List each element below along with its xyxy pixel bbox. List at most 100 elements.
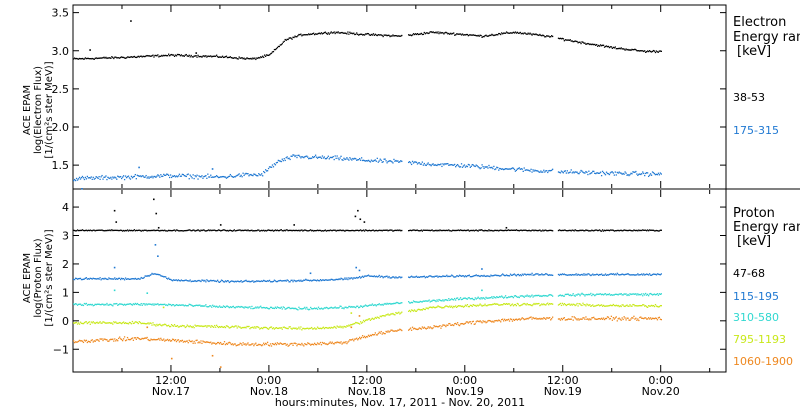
electron-point	[359, 33, 361, 36]
proton-point	[331, 278, 333, 281]
proton-point	[350, 323, 352, 326]
electron-point	[498, 32, 500, 35]
electron-point	[180, 175, 183, 177]
proton-point	[492, 303, 494, 305]
electron-point	[196, 174, 198, 176]
proton-point	[534, 303, 536, 306]
proton-point	[318, 280, 321, 282]
proton-point	[212, 279, 214, 282]
proton-point	[160, 337, 162, 340]
proton-point	[566, 304, 568, 306]
proton-point	[371, 229, 374, 231]
proton-point	[622, 294, 624, 296]
proton-point	[311, 308, 313, 310]
proton-point	[112, 278, 114, 280]
proton-point	[254, 343, 256, 345]
proton-point	[342, 342, 344, 344]
proton-point	[362, 305, 365, 307]
proton-point	[75, 230, 78, 232]
proton-point	[260, 327, 262, 330]
electron-point	[485, 34, 487, 36]
proton-point	[291, 328, 293, 330]
proton-point	[322, 308, 325, 310]
proton-point	[170, 357, 173, 360]
proton-point	[318, 343, 321, 345]
proton-point	[281, 308, 283, 310]
proton-point	[87, 321, 89, 324]
proton-point	[172, 338, 175, 341]
electron-point	[280, 44, 282, 46]
proton-point	[472, 229, 474, 231]
proton-point	[250, 344, 252, 346]
proton-point	[563, 302, 566, 305]
proton-point	[507, 318, 510, 321]
electron-point	[291, 38, 293, 40]
proton-point	[557, 304, 560, 306]
proton-point	[391, 313, 393, 315]
proton-point	[579, 318, 581, 320]
proton-point	[212, 304, 214, 306]
electron-point	[126, 56, 129, 58]
proton-point	[239, 306, 241, 308]
proton-point	[594, 294, 596, 297]
electron-point	[311, 33, 314, 35]
proton-point	[346, 229, 348, 232]
proton-point	[73, 278, 76, 281]
proton-point	[300, 307, 302, 310]
proton-point	[177, 279, 180, 281]
proton-point	[656, 293, 659, 295]
electron-point	[615, 174, 617, 176]
proton-point	[526, 230, 528, 232]
electron-point	[355, 33, 357, 36]
proton-point	[538, 302, 540, 305]
electron-point	[327, 155, 329, 157]
proton-point	[279, 307, 281, 309]
electron-point	[323, 31, 326, 34]
electron-point	[422, 164, 424, 166]
electron-point	[450, 32, 452, 34]
proton-point	[290, 327, 292, 330]
proton-point	[359, 336, 361, 339]
electron-point	[505, 31, 508, 33]
electron-point	[110, 57, 112, 59]
proton-point	[299, 328, 301, 330]
proton-point	[152, 229, 154, 232]
proton-point	[155, 273, 157, 275]
proton-point	[647, 274, 650, 276]
electron-point	[597, 45, 599, 47]
proton-point	[271, 229, 274, 231]
proton-point	[333, 307, 335, 309]
proton-point	[567, 229, 569, 232]
proton-point	[310, 306, 312, 309]
proton-point	[88, 229, 90, 232]
electron-point	[455, 166, 457, 168]
proton-legend-item: 795-1193	[733, 333, 786, 346]
proton-point	[163, 276, 165, 278]
electron-point	[120, 177, 123, 180]
proton-point	[263, 229, 265, 231]
proton-point	[488, 275, 490, 277]
proton-point	[336, 325, 338, 327]
proton-point	[624, 293, 626, 295]
electron-point	[218, 176, 221, 179]
proton-point	[130, 229, 133, 232]
proton-point	[166, 304, 168, 306]
proton-point	[453, 324, 455, 327]
proton-point	[148, 339, 150, 342]
proton-point	[515, 304, 518, 307]
proton-point	[399, 302, 401, 305]
proton-point	[244, 229, 246, 231]
electron-point	[214, 176, 216, 178]
electron-point	[509, 168, 512, 170]
electron-point	[260, 56, 262, 58]
proton-point	[370, 318, 373, 320]
proton-point	[94, 230, 96, 232]
proton-point	[205, 281, 207, 283]
proton-point	[248, 230, 250, 232]
proton-point	[468, 306, 471, 308]
proton-point	[650, 318, 653, 320]
electron-point	[85, 57, 88, 60]
electron-point	[311, 157, 313, 159]
proton-point	[135, 321, 137, 323]
proton-point	[166, 230, 168, 232]
